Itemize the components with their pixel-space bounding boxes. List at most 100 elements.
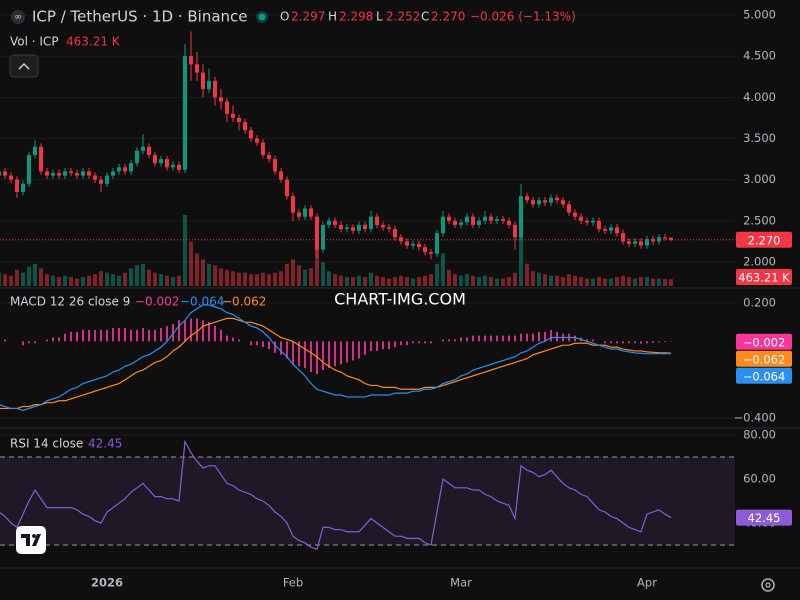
volume-bar: [3, 274, 7, 286]
candle-body: [489, 216, 493, 221]
volume-bar: [513, 272, 517, 286]
candle-body: [93, 175, 97, 180]
macd-histogram-bar: [424, 341, 426, 344]
candle-body: [321, 224, 325, 250]
macd-histogram-bar: [34, 341, 36, 344]
candle-body: [195, 64, 199, 73]
volume-bar: [573, 275, 577, 286]
volume-bar: [177, 275, 181, 286]
candle-body: [141, 146, 145, 151]
volume-bar: [495, 278, 499, 286]
candle-body: [459, 222, 463, 225]
macd-histogram-bar: [22, 341, 24, 346]
header: ∞ ICP / TetherUS · 1D · Binance O 2.297 …: [9, 8, 576, 451]
volume-bar: [321, 262, 325, 286]
candle-body: [627, 241, 631, 244]
volume-bar: [633, 278, 637, 286]
macd-histogram-bar: [202, 320, 204, 342]
rsi-legend-value: 42.45: [88, 437, 122, 451]
volume-bar: [165, 275, 169, 286]
volume-bar: [261, 272, 265, 286]
candle-body: [549, 197, 553, 203]
candle-body: [639, 241, 643, 246]
volume-bar: [483, 275, 487, 286]
macd-histogram-bar: [550, 329, 552, 342]
volume-bar: [387, 278, 391, 286]
candle-body: [597, 220, 601, 230]
volume-bar: [357, 275, 361, 286]
last-price-tag: 2.270: [748, 233, 781, 247]
gear[interactable]: [761, 578, 775, 592]
volume-bar: [225, 269, 229, 286]
volume-bar: [657, 278, 661, 286]
candle-body: [651, 238, 655, 242]
macd-histogram-bar: [352, 341, 354, 361]
macd-histogram-bar: [52, 337, 54, 342]
candle-body: [69, 171, 73, 174]
y-tick-label: 4.000: [743, 90, 776, 104]
candle-body: [291, 196, 295, 213]
candle-body: [63, 171, 67, 176]
rsi-tag: 42.45: [748, 511, 781, 525]
macd-histogram-bar: [376, 341, 378, 351]
candle-body: [147, 146, 151, 155]
macd-histogram-bar: [316, 341, 318, 374]
macd-histogram-bar: [604, 341, 606, 344]
volume-bar: [33, 263, 37, 286]
candle-body: [81, 171, 85, 176]
settings-icon[interactable]: [761, 578, 775, 592]
candle-body: [357, 224, 361, 231]
candle-body: [21, 183, 25, 192]
volume-bar: [651, 278, 655, 286]
volume-bar: [627, 277, 631, 286]
volume-bar: [219, 268, 223, 286]
volume-bar: [393, 277, 397, 286]
candle-body: [585, 220, 589, 223]
macd-histogram-bar: [664, 341, 666, 343]
x-tick-label: Mar: [450, 576, 472, 590]
tradingview-logo: [16, 526, 46, 554]
collapse-button[interactable]: [9, 54, 39, 78]
macd-histogram-bar: [334, 341, 336, 367]
candle-body: [441, 216, 445, 234]
candle-body: [9, 175, 13, 180]
volume-bar: [27, 266, 31, 286]
ohlc-value: 2.252: [386, 10, 420, 24]
candle-body: [417, 243, 421, 248]
candle-body: [621, 233, 625, 242]
volume-bar: [309, 268, 313, 286]
candle-body: [27, 154, 31, 184]
rsi-tag-box: [736, 509, 792, 526]
candle-body: [135, 150, 139, 164]
rsi-band: [0, 457, 735, 545]
macd-histogram-bar: [262, 341, 264, 348]
volume-bar: [147, 269, 151, 286]
watermark: CHART-IMG.COM: [334, 290, 466, 309]
macd-histogram-bar: [268, 341, 270, 350]
macd-histogram-bar: [466, 337, 468, 342]
candle-body: [465, 216, 469, 223]
candle-body: [237, 117, 241, 123]
macd-tag-box: [736, 367, 792, 384]
macd-histogram-bar: [88, 329, 90, 342]
macd-histogram-bar: [388, 341, 390, 350]
candle-body: [273, 159, 277, 172]
status-dot: [258, 13, 266, 21]
candle-body: [249, 130, 253, 139]
candle-body: [519, 196, 523, 238]
volume-bar: [129, 268, 133, 286]
candle-body: [3, 171, 7, 176]
macd-histogram-bar: [184, 320, 186, 342]
macd-histogram-bar: [646, 341, 648, 344]
macd-histogram-bar: [454, 339, 456, 342]
candle-body: [45, 171, 49, 176]
volume-bar: [153, 272, 157, 286]
x-tick-label: Apr: [637, 576, 657, 590]
macd-histogram-bar: [190, 318, 192, 342]
volume-bar: [417, 277, 421, 286]
macd-histogram-bar: [130, 329, 132, 342]
candle-body: [537, 200, 541, 205]
volume-bar: [411, 278, 415, 286]
macd-histogram-bar: [250, 341, 252, 346]
